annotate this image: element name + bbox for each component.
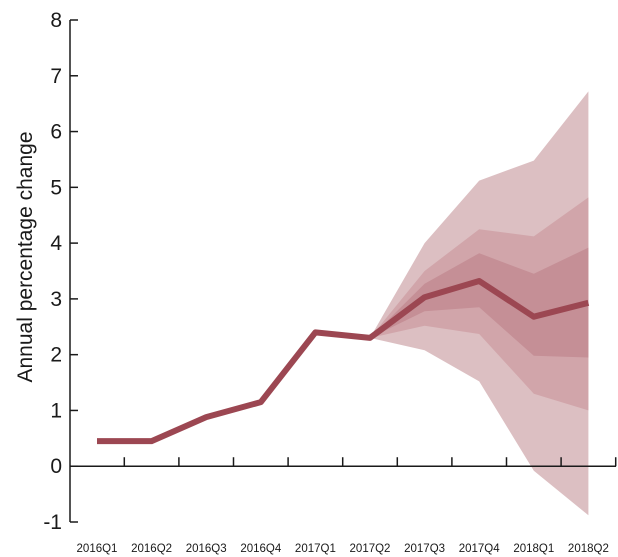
x-tick-label: 2017Q3 — [404, 543, 445, 555]
y-tick-label: 5 — [50, 176, 62, 199]
x-tick-label: 2018Q2 — [568, 543, 609, 555]
y-tick-label: 6 — [50, 121, 62, 144]
x-tick-label: 2016Q1 — [77, 543, 118, 555]
axes: -1 0 1 2 3 4 5 6 7 8 2016Q1 2016Q2 2016Q3 2016Q4 2017Q… — [43, 9, 617, 555]
x-tick-label: 2017Q1 — [295, 543, 336, 555]
series — [97, 278, 590, 445]
x-tick-label: 2016Q3 — [186, 543, 227, 555]
y-tick-label: 0 — [50, 455, 62, 478]
x-tick-label: 2017Q2 — [350, 543, 391, 555]
series-line — [97, 278, 590, 445]
y-tick-label: 4 — [50, 232, 62, 255]
y-tick-label: 7 — [50, 65, 62, 88]
y-tick-label: -1 — [43, 511, 62, 534]
fan-band-inner — [370, 247, 589, 358]
fan-bands — [370, 91, 589, 516]
y-tick-label: 1 — [50, 399, 62, 422]
y-tick-label: 3 — [50, 288, 62, 311]
y-tick-label: 8 — [50, 9, 62, 32]
x-tick-label: 2016Q2 — [131, 543, 172, 555]
x-tick-label: 2016Q4 — [240, 543, 282, 555]
y-axis-label: Annual percentage change — [14, 131, 37, 382]
y-tick-label: 2 — [50, 344, 62, 367]
x-tick-label: 2017Q4 — [459, 543, 501, 555]
x-tick-label: 2018Q1 — [513, 543, 554, 555]
labels: Annual percentage change — [14, 131, 37, 382]
